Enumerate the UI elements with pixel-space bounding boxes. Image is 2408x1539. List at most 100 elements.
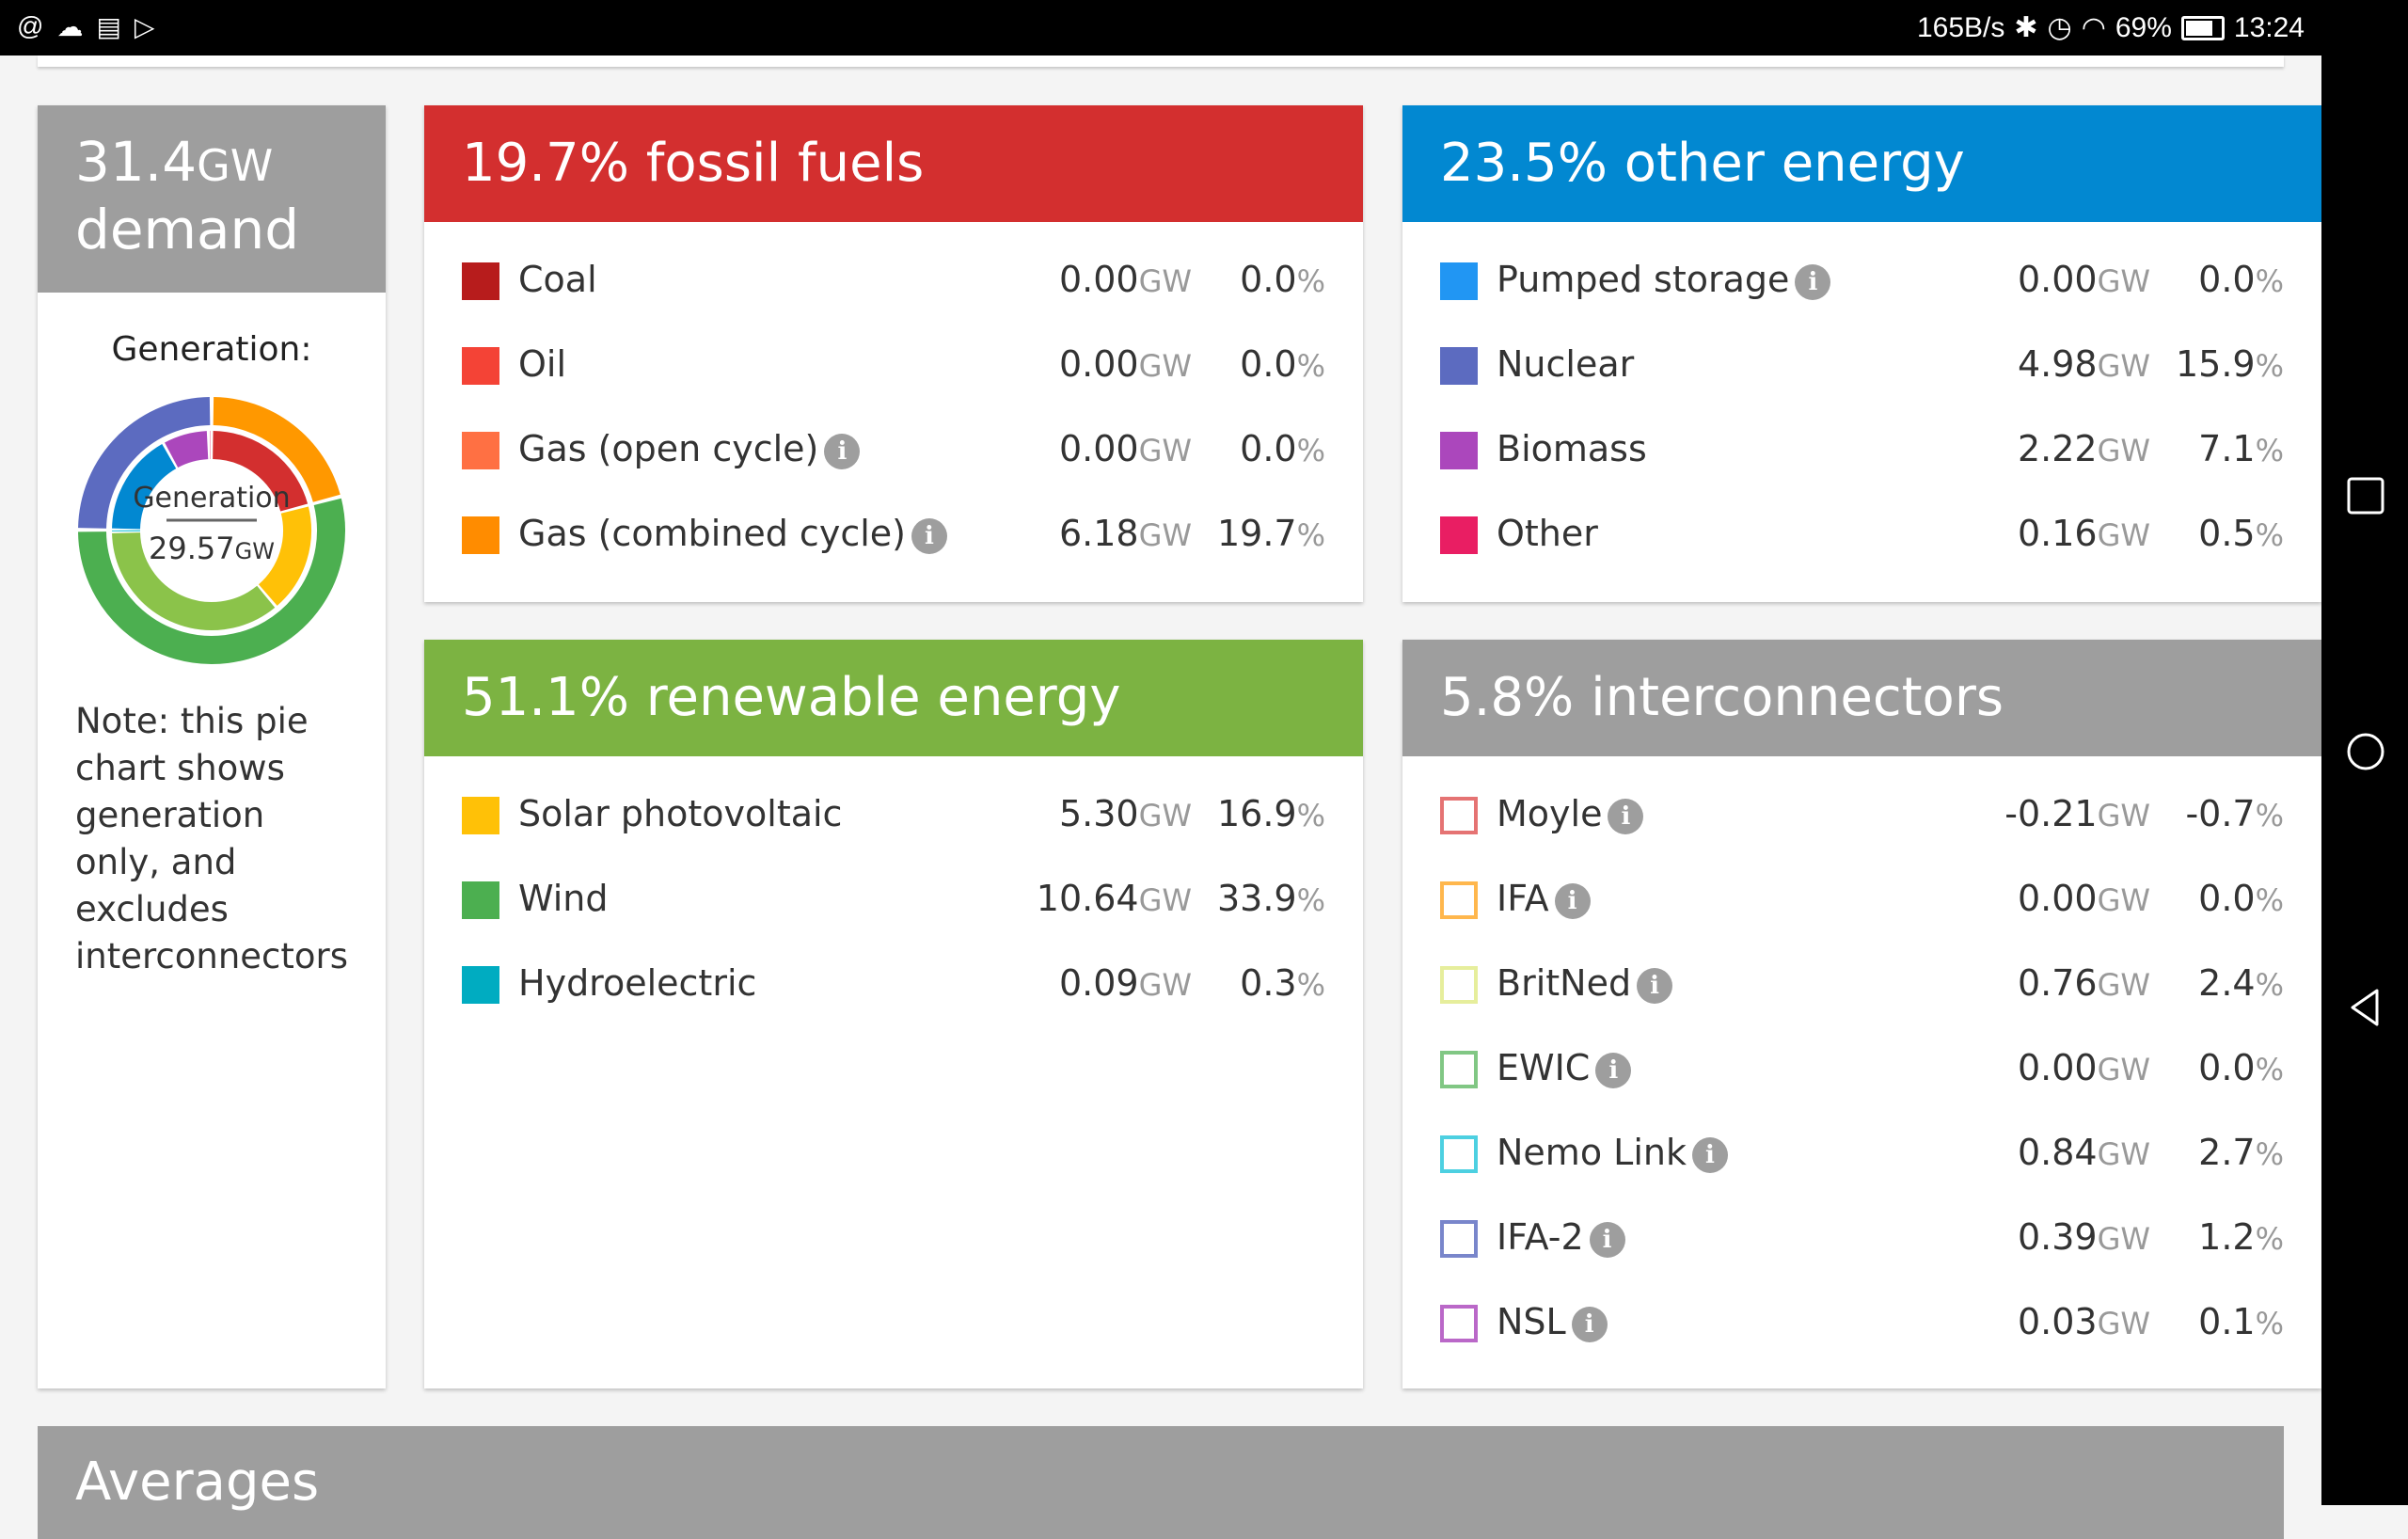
item-percent: 0.3% [1240,941,1325,1027]
item-percent: 7.1% [2198,406,2284,493]
color-swatch [1440,1305,1478,1342]
gw-value: 0.03 [2018,1301,2098,1342]
percent-value: 0.0 [1240,428,1296,469]
item-label: Nuclear [1497,343,1634,385]
item-gw: 0.00GW [2018,856,2150,943]
info-icon[interactable]: i [1637,968,1672,1004]
item-gw: 0.76GW [2018,941,2150,1027]
info-icon[interactable]: i [1692,1137,1728,1173]
item-gw: 0.00GW [1059,237,1192,324]
percent-value: -0.7 [2185,793,2255,834]
percent-value: 15.9 [2176,343,2256,385]
item-label: IFA-2 [1497,1216,1584,1258]
donut-center: Generation 29.57GW [133,482,290,566]
percent-value: 33.9 [1217,878,1297,919]
gw-value: 0.16 [2018,513,2098,554]
item-label: Biomass [1497,428,1647,469]
gw-value: 0.00 [1059,343,1139,385]
item-percent: 19.7% [1217,491,1325,578]
info-icon[interactable]: i [1795,264,1830,300]
percent-value: 7.1 [2198,428,2255,469]
percent-unit: % [2256,1221,2284,1257]
color-swatch [1440,881,1478,919]
item-label: IFA [1497,878,1549,919]
demand-value: 31.4 [75,130,197,194]
item-percent: 0.0% [2198,237,2284,324]
donut-center-label: Generation [133,482,290,515]
gw-value: 2.22 [2018,428,2098,469]
gw-value: 0.00 [1059,428,1139,469]
gw-value: 0.00 [2018,878,2098,919]
percent-unit: % [1297,348,1325,384]
item-gw: 0.03GW [2018,1279,2150,1366]
home-icon[interactable] [2345,731,2386,772]
gw-unit: GW [2098,882,2150,918]
item-label: Other [1497,513,1598,554]
item-label: Nemo Link [1497,1132,1687,1173]
gw-value: 0.76 [2018,962,2098,1004]
bluetooth-icon: ✱ [2014,11,2037,44]
gw-value: 5.30 [1059,793,1139,834]
gw-value: 4.98 [2018,343,2098,385]
item-percent: 0.0% [2198,856,2284,943]
info-icon[interactable]: i [824,434,860,469]
percent-value: 0.0 [2198,878,2255,919]
donut-center-value: 29.57GW [149,531,275,566]
item-percent: 0.0% [1240,322,1325,408]
item-label-wrap: Coal [518,237,597,322]
info-icon[interactable]: i [1555,883,1591,919]
info-icon[interactable]: i [1572,1307,1608,1342]
item-label: Oil [518,343,566,385]
recent-apps-icon[interactable] [2345,475,2386,516]
status-right: 165B/s ✱ ◷ ◠ 69% 13:24 [1917,11,2305,44]
info-icon[interactable]: i [1595,1053,1631,1088]
gw-unit: GW [1139,348,1192,384]
demand-card: 31.4GW demand Generation: Generation 29.… [38,105,386,1388]
color-swatch [462,881,499,919]
color-swatch [1440,1220,1478,1258]
gw-unit: GW [2098,1221,2150,1257]
gw-value: 0.00 [2018,1047,2098,1088]
item-label: Gas (combined cycle) [518,513,906,554]
generation-donut-chart: Generation 29.57GW [71,389,353,672]
calendar-icon: ▤ [96,11,120,42]
color-swatch [1440,1051,1478,1088]
item-label: Moyle [1497,793,1602,834]
item-gw: 0.00GW [1059,322,1192,408]
battery-icon [2181,16,2225,40]
info-icon[interactable]: i [1590,1222,1625,1258]
item-label-wrap: Gas (combined cycle)i [518,491,947,576]
gw-value: 6.18 [1059,513,1139,554]
info-icon[interactable]: i [911,518,947,554]
color-swatch [1440,1135,1478,1173]
item-percent: 16.9% [1217,771,1325,858]
gw-unit: GW [1139,798,1192,833]
item-label-wrap: Oil [518,322,566,406]
back-icon[interactable] [2345,987,2386,1028]
gw-value: 0.39 [2018,1216,2098,1258]
gw-unit: GW [2098,1136,2150,1172]
item-label: Wind [518,878,609,919]
percent-unit: % [2256,798,2284,833]
renewable-energy-card: 51.1% renewable energy Solar photovoltai… [424,640,1363,1388]
color-swatch [1440,347,1478,385]
item-percent: 2.7% [2198,1110,2284,1197]
gw-value: 0.00 [2018,259,2098,300]
status-left-icons: @ ☁ ▤ ▷ [17,11,154,42]
gw-unit: GW [2098,967,2150,1003]
item-label: NSL [1497,1301,1566,1342]
info-icon[interactable]: i [1608,799,1643,834]
